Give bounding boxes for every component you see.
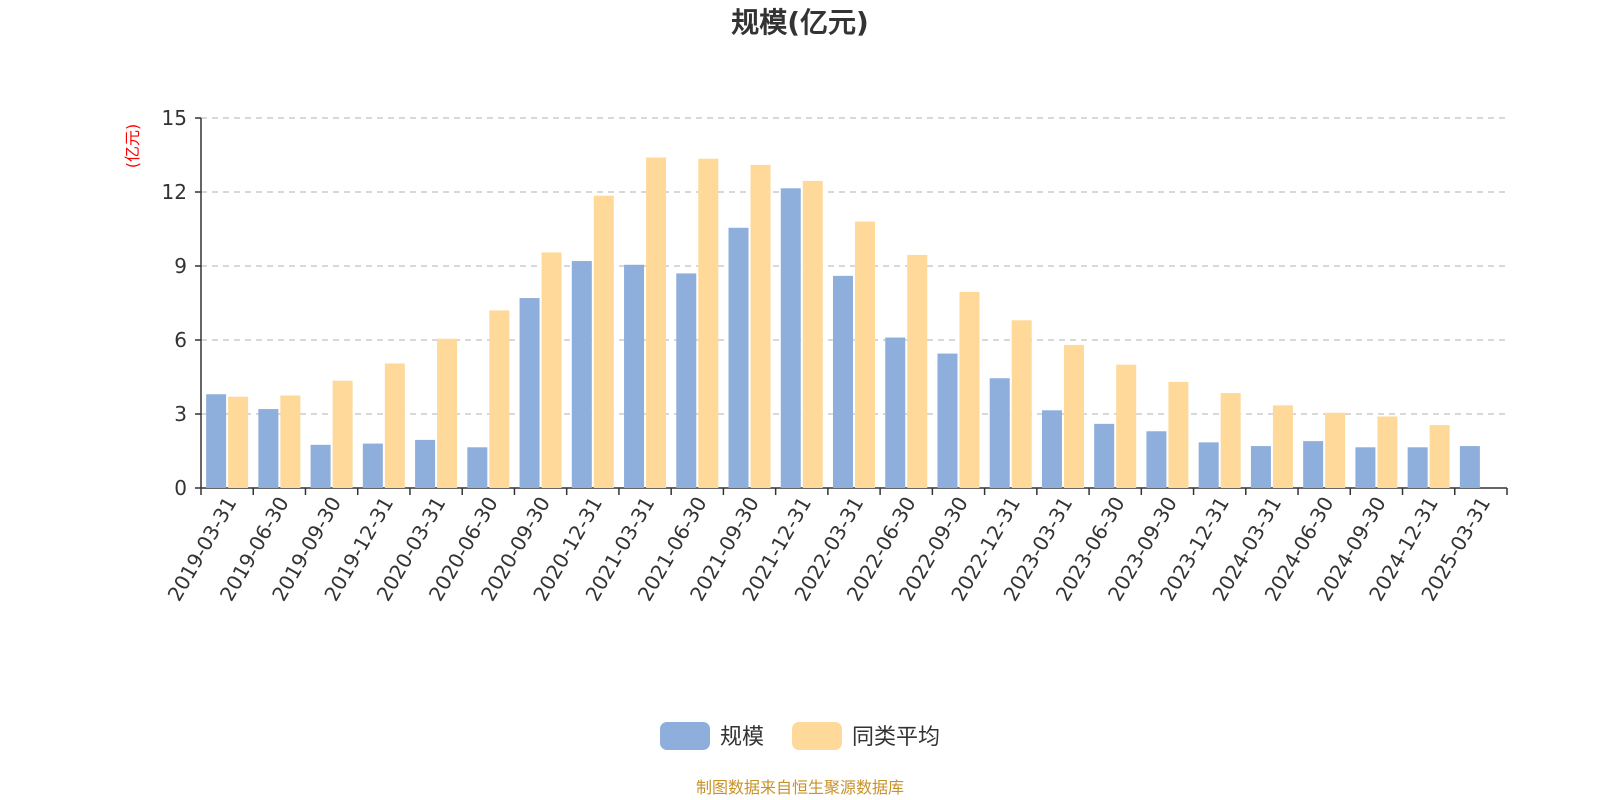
- legend-label: 规模: [720, 725, 764, 750]
- bar-scale: [206, 394, 227, 488]
- bar-scale: [1198, 442, 1219, 488]
- bar-peer-average: [1272, 405, 1293, 488]
- y-tick-label: 12: [162, 180, 187, 204]
- bar-peer-average: [489, 310, 510, 488]
- bars: [206, 157, 1480, 489]
- bar-peer-average: [541, 252, 562, 488]
- bar-peer-average: [1063, 344, 1084, 488]
- bar-scale: [1407, 447, 1428, 488]
- bar-scale: [676, 273, 697, 488]
- chart-title: 规模(亿元): [731, 6, 869, 39]
- bar-scale: [310, 444, 331, 488]
- y-axis-label: (亿元): [123, 124, 142, 169]
- bar-scale: [467, 447, 488, 488]
- bar-peer-average: [698, 158, 719, 488]
- bar-peer-average: [959, 291, 980, 488]
- bar-peer-average: [1377, 416, 1398, 488]
- bar-peer-average: [802, 180, 823, 488]
- y-tick-label: 3: [174, 402, 187, 426]
- bar-peer-average: [593, 195, 614, 488]
- bar-scale: [728, 227, 749, 488]
- bar-peer-average: [280, 395, 301, 488]
- bar-peer-average: [437, 338, 458, 488]
- bar-scale: [1459, 446, 1480, 488]
- bar-scale: [1041, 410, 1062, 488]
- bar-scale: [989, 378, 1010, 488]
- bar-peer-average: [1011, 320, 1032, 488]
- y-tick-labels: 0 3 6 9 12 15: [162, 106, 187, 500]
- x-tick-labels: 2019-03-312019-06-302019-09-302019-12-31…: [163, 492, 1496, 605]
- bar-peer-average: [750, 164, 771, 488]
- bar-scale: [1146, 431, 1167, 488]
- bar-peer-average: [1429, 425, 1450, 488]
- bar-scale: [1355, 447, 1376, 488]
- bar-peer-average: [384, 363, 405, 488]
- bar-scale: [833, 275, 853, 488]
- grid-lines: [201, 117, 1507, 415]
- source-note: 制图数据来自恒生聚源数据库: [696, 778, 904, 797]
- bar-peer-average: [855, 221, 875, 488]
- legend-label: 同类平均: [852, 725, 940, 750]
- bar-peer-average: [1116, 364, 1137, 488]
- legend: 规模 同类平均: [660, 722, 940, 750]
- bar-scale: [415, 439, 436, 488]
- bar-peer-average: [1325, 412, 1346, 488]
- bar-scale: [1094, 423, 1115, 488]
- bar-peer-average: [646, 157, 667, 488]
- bar-peer-average: [1168, 381, 1189, 488]
- bar-scale: [1250, 446, 1271, 488]
- bar-scale: [258, 409, 279, 488]
- bar-peer-average: [1220, 393, 1241, 488]
- bar-scale: [780, 188, 801, 489]
- bar-scale: [885, 337, 906, 488]
- y-tick-label: 15: [162, 106, 187, 130]
- bar-scale: [1303, 441, 1324, 488]
- bar-peer-average: [907, 254, 928, 488]
- bar-peer-average: [332, 380, 353, 488]
- y-tick-label: 0: [174, 476, 187, 500]
- bar-scale: [571, 261, 592, 488]
- bar-scale: [624, 264, 645, 488]
- legend-swatch: [792, 722, 842, 750]
- bar-scale: [362, 443, 383, 488]
- y-tick-label: 6: [174, 328, 187, 352]
- legend-swatch: [660, 722, 710, 750]
- bar-scale: [519, 298, 540, 488]
- bar-scale: [937, 353, 958, 488]
- bar-peer-average: [228, 396, 249, 488]
- y-tick-label: 9: [174, 254, 187, 278]
